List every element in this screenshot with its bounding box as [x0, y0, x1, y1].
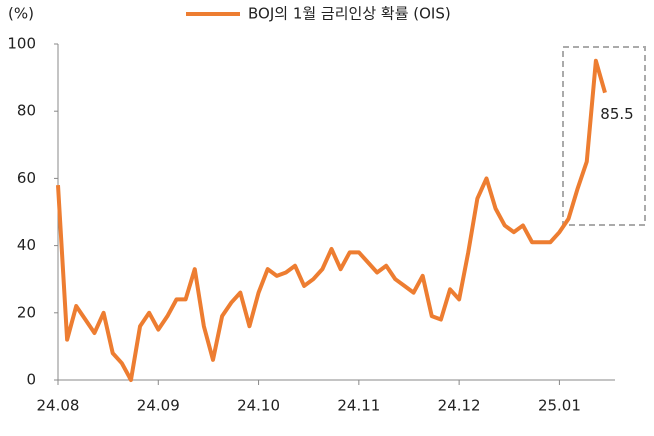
y-tick-label: 60	[17, 169, 36, 187]
x-tick-label: 24.12	[438, 397, 481, 415]
data-label: 85.5	[600, 105, 633, 123]
y-tick-label: 0	[26, 371, 36, 389]
x-tick-label: 25.01	[538, 397, 581, 415]
x-tick-label: 24.11	[337, 397, 380, 415]
legend-label: BOJ의 1월 금리인상 확률 (OIS)	[248, 5, 451, 23]
y-tick-label: 100	[7, 35, 36, 53]
y-tick-label: 20	[17, 303, 36, 321]
x-tick-label: 24.10	[237, 397, 280, 415]
x-tick-label: 24.08	[37, 397, 80, 415]
y-tick-label: 40	[17, 236, 36, 254]
highlight-box	[562, 46, 646, 226]
line-series	[56, 58, 607, 382]
y-tick-label: 80	[17, 102, 36, 120]
y-axis-label: (%)	[8, 5, 34, 23]
x-tick-label: 24.09	[137, 397, 180, 415]
